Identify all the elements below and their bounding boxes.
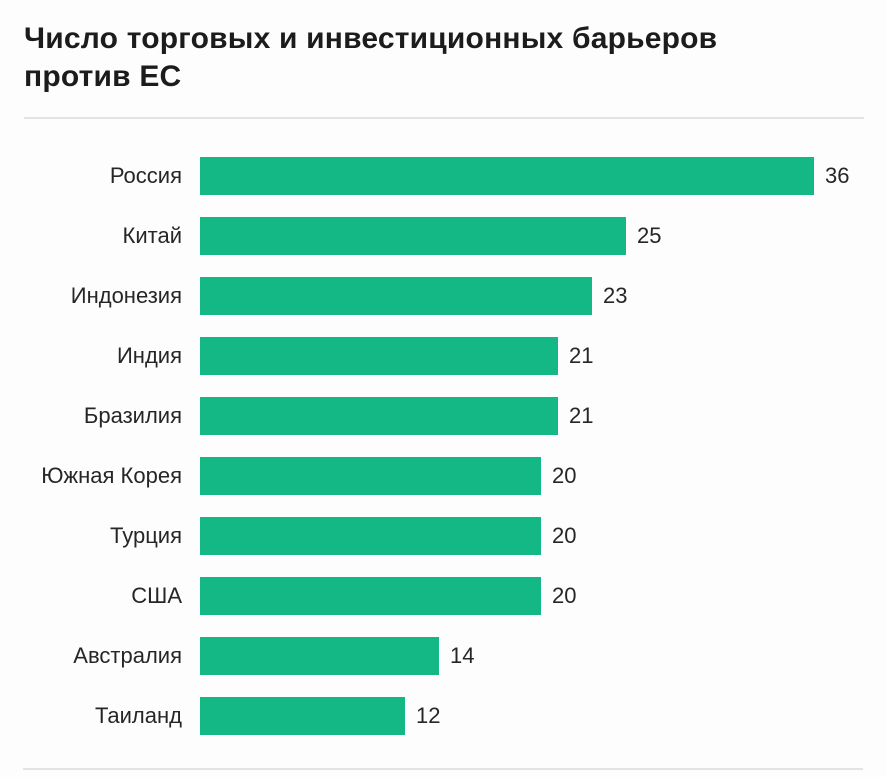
category-label: Бразилия <box>83 403 182 428</box>
value-label: 20 <box>552 583 577 608</box>
category-label: Таиланд <box>94 703 182 728</box>
bar-track: 21 <box>200 326 864 386</box>
bar <box>200 577 541 615</box>
bar-track: 20 <box>200 446 864 506</box>
bar <box>200 517 541 555</box>
value-label: 12 <box>416 703 441 728</box>
chart-row: Австралия 14 <box>24 626 864 686</box>
bar <box>200 217 626 255</box>
bar-track: 25 <box>200 206 864 266</box>
bar <box>200 277 592 315</box>
chart-row: Индонезия 23 <box>24 266 864 326</box>
category-label: Индия <box>116 343 182 368</box>
value-label: 14 <box>450 643 475 668</box>
bar-chart: Россия 36 Китай 25 Индонезия 23 Индия 21… <box>24 146 864 746</box>
value-label: 23 <box>603 283 628 308</box>
value-label: 20 <box>552 463 577 488</box>
bar <box>200 397 558 435</box>
category-label: Россия <box>109 163 182 188</box>
chart-row: Турция 20 <box>24 506 864 566</box>
value-label: 21 <box>569 343 594 368</box>
chart-row: Индия 21 <box>24 326 864 386</box>
category-label: Южная Корея <box>41 463 182 488</box>
chart-row: США 20 <box>24 566 864 626</box>
category-label: Австралия <box>73 643 182 668</box>
bar-track: 23 <box>200 266 864 326</box>
chart-row: Южная Корея 20 <box>24 446 864 506</box>
category-label: Индонезия <box>70 283 182 308</box>
value-label: 20 <box>552 523 577 548</box>
chart-row: Бразилия 21 <box>24 386 864 446</box>
bar <box>200 637 439 675</box>
category-label: США <box>131 583 182 608</box>
value-label: 21 <box>569 403 594 428</box>
chart-row: Таиланд 12 <box>24 686 864 746</box>
value-label: 25 <box>637 223 662 248</box>
bar-track: 20 <box>200 506 864 566</box>
category-label: Турция <box>110 523 182 548</box>
chart-row: Китай 25 <box>24 206 864 266</box>
category-label: Китай <box>122 223 182 248</box>
page-title: Число торговых и инвестиционных барьеров… <box>24 22 718 93</box>
bar-track: 36 <box>200 146 864 206</box>
bar <box>200 157 814 195</box>
bar <box>200 337 558 375</box>
bar-track: 14 <box>200 626 864 686</box>
bar <box>200 697 405 735</box>
bar-track: 20 <box>200 566 864 626</box>
value-label: 36 <box>825 163 850 188</box>
chart-row: Россия 36 <box>24 146 864 206</box>
title-divider <box>24 117 864 119</box>
bar-track: 12 <box>200 686 864 746</box>
bar-track: 21 <box>200 386 864 446</box>
bar <box>200 457 541 495</box>
bottom-divider <box>23 768 863 770</box>
